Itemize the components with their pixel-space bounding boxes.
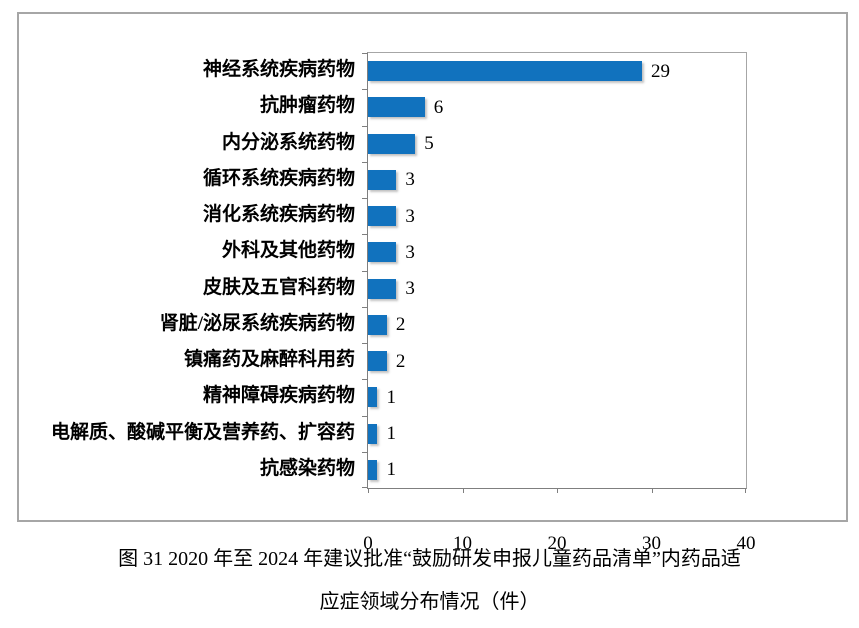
category-axis-labels: 神经系统疾病药物抗肿瘤药物内分泌系统药物循环系统疾病药物 消化系统疾病药物外科及其… [19,52,355,487]
y-axis-tick [362,379,368,380]
y-axis-tick [362,307,368,308]
bar [368,97,425,118]
bar-value-label: 3 [405,241,415,263]
bar-value-label: 3 [405,205,415,227]
category-label: 镇痛药及麻醉科用药 [183,349,355,370]
bar-value-label: 6 [433,96,444,118]
bar-value-label: 3 [405,169,415,191]
category-label: 内分泌系统药物 [221,131,355,153]
category-label: 抗感染药物 [259,457,355,479]
bar-value-label: 1 [386,386,396,408]
y-axis-tick [362,198,368,199]
bar-row: 6 [368,89,746,125]
x-axis-tick [651,488,653,493]
category-label: 电解质、酸碱平衡及营养药、扩容药 [50,421,355,443]
x-axis-tick [557,488,558,493]
figure-caption: 图 31 2020 年至 2024 年建议批准“鼓励研发申报儿童药品清单”内药品… [0,538,859,624]
bar-row: 2 [368,343,746,379]
category-label: 精神障碍疾病药物 [202,385,355,407]
x-axis-tick [745,488,746,493]
category-label: 肾脏/泌尿系统疾病药物 [159,312,355,334]
bar [368,423,378,444]
bar-value-label: 2 [395,350,406,372]
y-axis-tick [362,343,368,344]
bar-row: 5 [368,126,746,162]
bar-value-label: 5 [424,133,434,155]
y-axis-tick [362,487,368,488]
bar [368,278,397,299]
bar-row: 3 [368,162,746,198]
category-label: 神经系统疾病药物 [202,59,355,80]
plot-area: 29 6 5 3 3 3 3 2 2 1 1 1 0 10 20 30 40 [362,52,756,554]
caption-line-1: 图 31 2020 年至 2024 年建议批准“鼓励研发申报儿童药品清单”内药品… [118,548,741,570]
y-axis-tick [362,126,368,127]
x-axis-tick-label: 20 [547,533,567,554]
bar [368,314,387,335]
bar-row: 3 [368,271,746,307]
x-axis-tick-label: 0 [363,533,373,554]
bar-value-label: 29 [651,60,671,82]
bar [368,242,397,263]
x-axis-tick [462,488,464,493]
y-axis-tick [362,271,368,272]
bar [368,206,397,227]
category-label: 循环系统疾病药物 [202,167,355,189]
bar-value-label: 1 [386,459,396,481]
x-axis-tick-label: 30 [642,533,661,554]
y-axis-tick [362,162,368,163]
bar-value-label: 3 [405,278,415,300]
y-axis-tick [362,416,368,417]
category-label: 皮肤及五官科药物 [202,276,355,298]
y-axis-tick [362,234,368,235]
bar-row: 29 [368,53,746,89]
x-axis-tick-label: 10 [453,533,472,554]
category-label: 外科及其他药物 [221,240,355,262]
bar-row: 3 [368,198,746,234]
bar-row: 1 [368,379,746,415]
caption-line-2: 应症领域分布情况（件） [319,591,540,613]
x-axis-tick-label: 40 [736,533,756,554]
chart-frame: 神经系统疾病药物抗肿瘤药物内分泌系统药物循环系统疾病药物 消化系统疾病药物外科及其… [17,12,848,554]
bar-row: 1 [368,416,746,452]
x-axis-tick [368,488,369,493]
bar-value-label: 2 [395,314,406,336]
y-axis-tick [362,89,368,90]
bar [368,387,378,408]
y-axis-tick [362,452,368,453]
y-axis-tick [362,53,368,54]
bar-row: 2 [368,307,746,343]
category-label: 抗肿瘤药物 [259,95,355,117]
bar [368,351,387,372]
bar [368,169,397,190]
bar [368,459,378,480]
bar-row: 1 [368,452,746,488]
bar-value-label: 1 [386,423,396,445]
bar [368,61,643,82]
category-label: 消化系统疾病药物 [202,204,355,225]
bar [368,133,416,154]
bar-row: 3 [368,234,746,270]
